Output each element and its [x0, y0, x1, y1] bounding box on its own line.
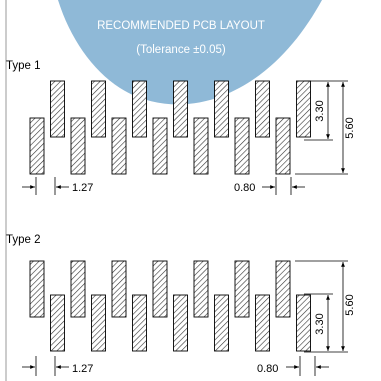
tolerance-note: (Tolerance ±0.05): [136, 44, 226, 56]
type1-pad-7: [152, 117, 168, 175]
type2-pad-2: [50, 294, 65, 352]
type2-pad-12: [255, 294, 270, 352]
type2-pad-13: [275, 260, 291, 318]
type2-pad-9: [193, 260, 209, 318]
type2-label: Type 2: [6, 234, 41, 246]
type1-label: Type 1: [6, 60, 41, 72]
type1-pad-length-label: 3.30: [314, 100, 326, 121]
type1-pad-4: [91, 80, 106, 138]
type1-pad-width-label: 0.80: [234, 182, 255, 194]
type1-pads: [29, 80, 311, 175]
header-highlight-shape: [58, 0, 322, 105]
type1-pad-5: [111, 117, 127, 175]
type1-pad-11: [234, 117, 250, 175]
type2-pad-5: [111, 260, 127, 318]
type1-pad-3: [70, 117, 86, 175]
type1-pad-9: [193, 117, 209, 175]
type1-overall-length-label: 5.60: [344, 117, 356, 138]
type2-pitch-label: 1.27: [72, 363, 93, 375]
type1-pad-10: [214, 80, 229, 138]
type2-pad-3: [70, 260, 86, 318]
type2-pad-1: [29, 260, 45, 318]
type2-pad-4: [91, 294, 106, 352]
type1-layout: Type 1 3.30 5.60 1.27 0.80: [6, 60, 356, 195]
type2-pad-length-label: 3.30: [314, 313, 326, 334]
type1-pad-1: [29, 117, 45, 175]
type2-pad-14: [296, 294, 311, 352]
type2-pads: [29, 260, 311, 352]
type2-overall-length-label: 5.60: [344, 294, 356, 315]
type1-pad-2: [50, 80, 65, 138]
type2-pad-11: [234, 260, 250, 318]
type1-pad-12: [255, 80, 270, 138]
type1-pad-8: [173, 80, 188, 138]
type1-pad-6: [132, 80, 147, 138]
type2-pad-width-label: 0.80: [257, 363, 278, 375]
type2-pad-8: [173, 294, 188, 352]
type2-pad-10: [214, 294, 229, 352]
type1-pad-14: [296, 80, 311, 138]
type1-pad-13: [275, 117, 291, 175]
type2-layout: Type 2 3.30 5.60 1.27 0.80: [6, 234, 356, 376]
type1-pitch-label: 1.27: [72, 182, 93, 194]
type2-pad-7: [152, 260, 168, 318]
layout-title: RECOMMENDED PCB LAYOUT: [97, 20, 265, 32]
type2-pad-6: [132, 294, 147, 352]
